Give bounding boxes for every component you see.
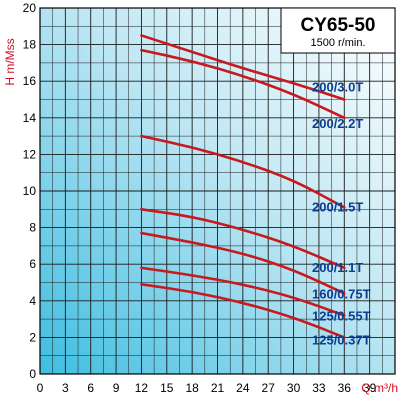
x-tick-label: 6 [87,381,94,395]
series-label-200/3.0T: 200/3.0T [312,80,363,95]
y-tick-label: 12 [23,147,37,161]
curves [140,34,346,339]
curve-200/3.0T [140,34,346,101]
title-box-frame [280,7,396,54]
series-labels: 200/3.0T 200/2.2T 200/1.5T 200/1.1T 160/0.75… [312,80,371,348]
x-tick-label: 18 [185,381,199,395]
x-tick-label: 9 [113,381,120,395]
curve-200/1.1T [140,208,346,270]
series-label-125/0.55T: 125/0.55T [312,308,371,323]
y-tick-label: 20 [23,1,37,15]
y-tick-label: 14 [23,111,37,125]
title-box: CY65-50 1500 r/min. [280,7,396,54]
series-label-200/1.5T: 200/1.5T [312,199,363,214]
y-tick-label: 8 [29,221,36,235]
x-tick-label: 27 [262,381,276,395]
y-axis-title: H m/Mss [3,38,17,85]
x-tick-label: 12 [135,381,149,395]
series-label-200/2.2T: 200/2.2T [312,116,363,131]
x-tick-label: 3 [62,381,69,395]
x-tick-label: 15 [160,381,174,395]
plot-frame [39,7,396,375]
series-label-160/0.75T: 160/0.75T [312,286,371,301]
curve-200/2.2T [140,48,346,120]
series-label-125/0.37T: 125/0.37T [312,332,371,347]
x-tick-label: 39 [363,381,377,395]
y-tick-label: 2 [29,330,36,344]
x-tick-label: 36 [338,381,352,395]
y-tick-label: 0 [29,367,36,381]
y-tick-label: 16 [23,74,37,88]
curve-125/0.37T [140,283,346,339]
x-tick-label: 24 [236,381,250,395]
y-tick-label: 4 [29,294,36,308]
chart-subtitle: 1500 r/min. [310,37,365,49]
chart-title: CY65-50 [301,15,376,36]
x-tick-label: 21 [211,381,225,395]
y-tick-label: 18 [23,38,37,52]
x-tick-label: 30 [287,381,301,395]
y-tick-label: 6 [29,257,36,271]
curve-125/0.55T [140,266,346,317]
curve-200/1.5T [140,134,346,209]
x-tick-label: 0 [37,381,44,395]
curve-160/0.75T [140,231,346,295]
x-tick-label: 33 [312,381,326,395]
y-tick-label: 10 [23,184,37,198]
series-label-200/1.1T: 200/1.1T [312,260,363,275]
tick-labels: 0 3 6 9 12 15 18 21 24 27 30 33 36 390246810121416182… [23,1,377,395]
x-axis-title: Q m³/h [361,381,398,395]
